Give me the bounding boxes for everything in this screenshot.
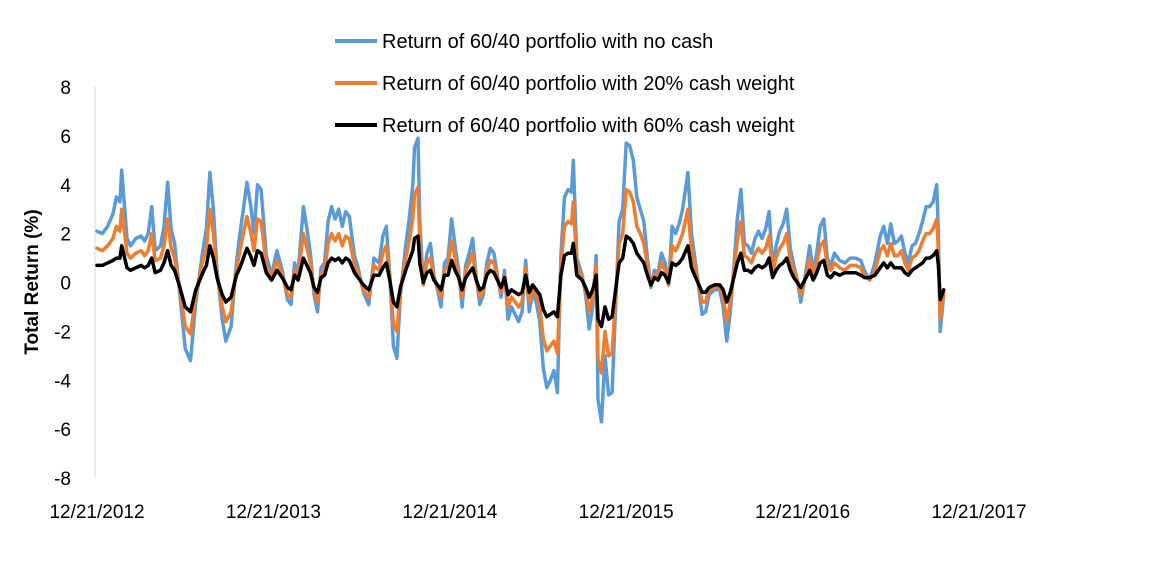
- x-axis: 12/21/2012 12/21/2013 12/21/2014 12/21/2015…: [49, 502, 1026, 523]
- y-tick-label: 6: [60, 127, 71, 148]
- series-line-2: [95, 185, 946, 375]
- x-tick-label: 12/21/2017: [931, 502, 1026, 523]
- y-tick-label: 8: [60, 78, 71, 99]
- y-tick-label: 4: [60, 176, 71, 197]
- y-tick-label: -2: [54, 322, 71, 343]
- series-line-1: [95, 136, 946, 424]
- y-tick-label: -4: [54, 371, 71, 392]
- y-tick-label: -6: [54, 420, 71, 441]
- y-axis-label: Total Return (%): [22, 209, 43, 354]
- x-tick-label: 12/21/2016: [755, 502, 850, 523]
- series-line-3: [95, 234, 946, 329]
- x-tick-label: 12/21/2012: [49, 502, 144, 523]
- x-tick-label: 12/21/2014: [402, 502, 498, 523]
- x-tick-label: 12/21/2013: [226, 502, 321, 523]
- legend: Return of 60/40 portfolio with no cash Re…: [335, 31, 795, 137]
- series-group: [95, 136, 946, 424]
- y-tick-label: -8: [54, 469, 71, 490]
- x-tick-label: 12/21/2015: [579, 502, 674, 523]
- y-tick-label: 0: [60, 274, 71, 295]
- y-tick-label: 2: [60, 225, 71, 246]
- legend-label-3: Return of 60/40 portfolio with 60% cash …: [382, 115, 795, 137]
- legend-label-1: Return of 60/40 portfolio with no cash: [382, 31, 713, 53]
- legend-label-2: Return of 60/40 portfolio with 20% cash …: [382, 73, 795, 95]
- y-axis: -8 -6 -4 -2 0 2 4 6 8: [54, 78, 96, 490]
